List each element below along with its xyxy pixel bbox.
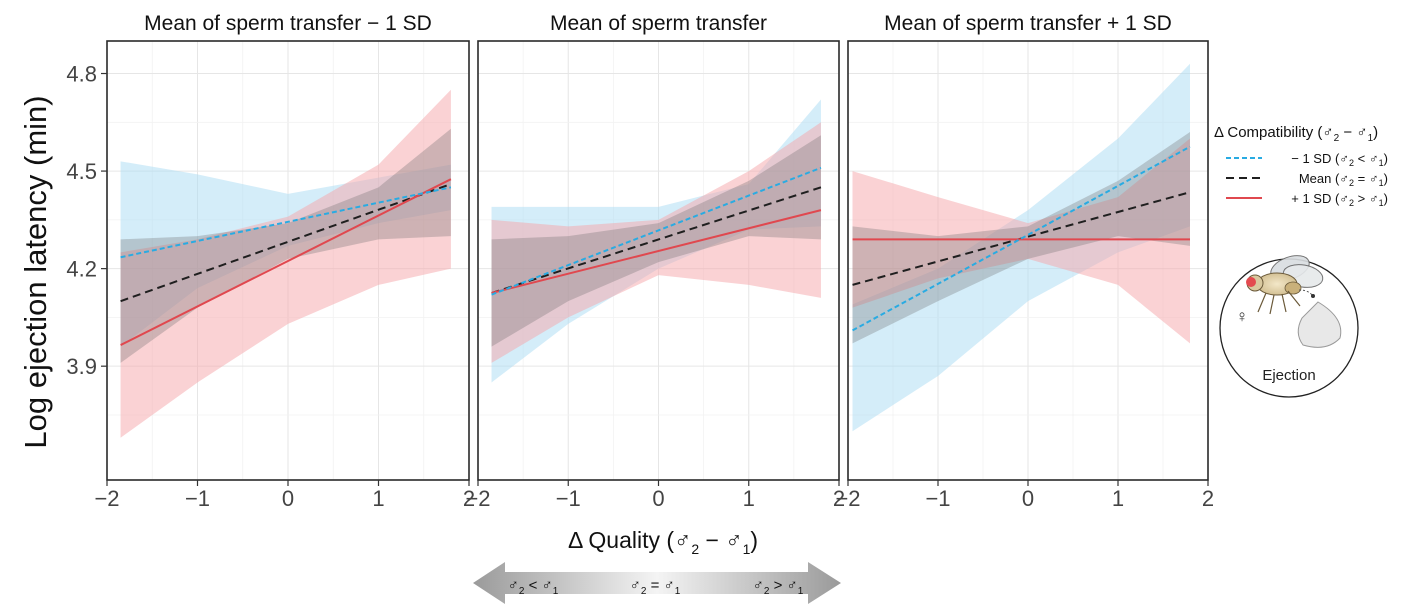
series-line-low — [491, 166, 822, 296]
quality-direction-arrow: ♂2 < ♂1 ♂2 = ♂1 ♂2 > ♂1 — [473, 562, 841, 604]
legend-item-low: − 1 SD (♂2 < ♂1) — [1226, 151, 1388, 168]
x-tick-label: 1 — [743, 486, 755, 511]
x-tick-label: 0 — [1022, 486, 1034, 511]
ejection-inset: ♀ Ejection — [1219, 255, 1359, 398]
x-tick-label: −1 — [185, 486, 210, 511]
series-line-mean — [491, 186, 822, 294]
ci-band-high — [120, 89, 451, 438]
legend-title: Δ Compatibility (♂2 − ♂1) — [1214, 124, 1378, 144]
ejected-mass-icon — [1297, 301, 1342, 348]
x-tick-label: −2 — [465, 486, 490, 511]
panel-3: Mean of sperm transfer + 1 SD −2 −1 0 1 2 — [835, 12, 1214, 511]
y-tick-label: 4.8 — [66, 62, 97, 87]
panel-2: Mean of sperm transfer −2 −1 0 1 2 — [465, 12, 845, 511]
panel-title: Mean of sperm transfer — [550, 12, 767, 35]
y-tick-label: 4.5 — [66, 159, 97, 184]
arrow-label-right: ♂2 > ♂1 — [753, 577, 804, 597]
inset-caption: Ejection — [1262, 367, 1315, 384]
female-symbol: ♀ — [1236, 307, 1249, 326]
y-tick-label: 3.9 — [66, 354, 97, 379]
ejection-path — [1298, 289, 1313, 296]
x-tick-label: −2 — [835, 486, 860, 511]
x-tick-label: 2 — [1202, 486, 1214, 511]
x-axis-label: Δ Quality (♂2 − ♂1) — [568, 527, 758, 557]
x-tick-label: 1 — [1112, 486, 1124, 511]
x-tick-label: −2 — [94, 486, 119, 511]
x-tick-label: 2 — [463, 486, 475, 511]
series-line-low — [120, 186, 452, 259]
series-line-high — [120, 178, 452, 346]
fly-icon — [1246, 255, 1324, 315]
chart-panels: Mean of sperm transfer − 1 SD−2 −1 0 1 2Mean… — [94, 12, 1214, 511]
x-tick-label: −1 — [925, 486, 950, 511]
arrow-shape — [473, 562, 841, 604]
panel-title: Mean of sperm transfer + 1 SD — [884, 12, 1172, 35]
arrow-label-middle: ♂2 = ♂1 — [630, 577, 681, 597]
legend: Δ Compatibility (♂2 − ♂1) − 1 SD (♂2 < ♂… — [1214, 124, 1388, 208]
x-tick-label: 1 — [372, 486, 384, 511]
legend-label: Mean (♂2 = ♂1) — [1299, 171, 1388, 188]
panel-1: Mean of sperm transfer − 1 SD −2 −1 0 1 2 — [94, 12, 475, 511]
y-axis-label: Log ejection latency (min) — [18, 95, 53, 448]
y-tick-label: 4.2 — [66, 257, 97, 282]
arrow-label-left: ♂2 < ♂1 — [508, 577, 559, 597]
series-line-high — [491, 209, 822, 294]
ci-band-high — [852, 138, 1190, 344]
x-tick-label: 0 — [652, 486, 664, 511]
series-line-low — [852, 145, 1191, 332]
ci-band-high — [491, 122, 821, 363]
x-tick-label: 2 — [833, 486, 845, 511]
legend-label: − 1 SD (♂2 < ♂1) — [1291, 151, 1388, 168]
series-line-mean — [120, 183, 452, 303]
x-tick-label: −1 — [556, 486, 581, 511]
legend-item-high: + 1 SD (♂2 > ♂1) — [1226, 191, 1388, 208]
legend-item-mean: Mean (♂2 = ♂1) — [1226, 171, 1388, 188]
y-axis: 3.9 4.2 4.5 4.8 — [66, 62, 107, 379]
panel-title: Mean of sperm transfer − 1 SD — [144, 12, 432, 35]
x-tick-label: 0 — [282, 486, 294, 511]
legend-label: + 1 SD (♂2 > ♂1) — [1291, 191, 1388, 208]
